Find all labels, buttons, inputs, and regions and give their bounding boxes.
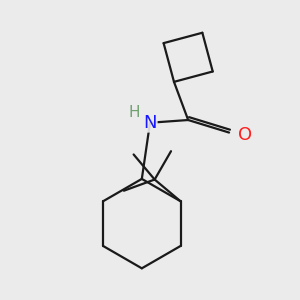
Text: N: N — [143, 114, 157, 132]
Text: H: H — [129, 105, 140, 120]
Text: O: O — [238, 126, 253, 144]
